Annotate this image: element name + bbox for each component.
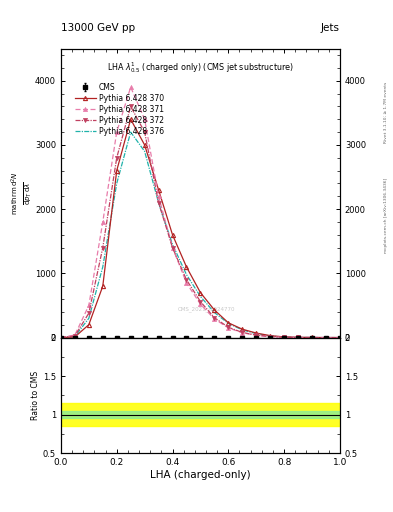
- Pythia 6.428 376: [101, 264, 105, 270]
- Pythia 6.428 376: [86, 315, 91, 322]
- Text: Rivet 3.1.10; ≥ 1.7M events: Rivet 3.1.10; ≥ 1.7M events: [384, 82, 388, 143]
- Pythia 6.428 372: [101, 245, 105, 251]
- Pythia 6.428 376: [296, 334, 300, 340]
- Pythia 6.428 372: [184, 276, 189, 283]
- Pythia 6.428 371: [310, 334, 314, 340]
- Pythia 6.428 371: [338, 334, 342, 340]
- Pythia 6.428 376: [268, 333, 273, 339]
- Pythia 6.428 372: [282, 334, 286, 340]
- Pythia 6.428 371: [170, 245, 175, 251]
- X-axis label: LHA (charged-only): LHA (charged-only): [150, 470, 251, 480]
- Pythia 6.428 370: [184, 264, 189, 270]
- Pythia 6.428 376: [310, 334, 314, 340]
- Pythia 6.428 372: [324, 334, 329, 340]
- Pythia 6.428 376: [324, 334, 329, 340]
- Pythia 6.428 371: [184, 280, 189, 286]
- Text: CMS_2021_I1924770: CMS_2021_I1924770: [177, 306, 235, 311]
- Y-axis label: Ratio to CMS: Ratio to CMS: [31, 371, 40, 420]
- Pythia 6.428 371: [142, 116, 147, 122]
- Pythia 6.428 370: [324, 334, 329, 340]
- Pythia 6.428 371: [73, 332, 77, 338]
- Pythia 6.428 370: [310, 334, 314, 340]
- Pythia 6.428 370: [59, 334, 63, 340]
- Pythia 6.428 370: [268, 333, 273, 339]
- Y-axis label: $\mathrm{mathrm\,d}^2N$
$\overline{\mathrm{d}p_T\,\mathrm{d}\lambda}$: $\mathrm{mathrm\,d}^2N$ $\overline{\math…: [9, 171, 33, 215]
- Pythia 6.428 370: [156, 187, 161, 193]
- Pythia 6.428 371: [254, 332, 259, 338]
- Pythia 6.428 372: [142, 129, 147, 135]
- Text: 13000 GeV pp: 13000 GeV pp: [61, 23, 135, 33]
- Pythia 6.428 372: [73, 333, 77, 339]
- Pythia 6.428 376: [240, 327, 244, 333]
- Pythia 6.428 371: [212, 316, 217, 322]
- Line: Pythia 6.428 371: Pythia 6.428 371: [59, 85, 342, 339]
- Pythia 6.428 372: [212, 314, 217, 321]
- Pythia 6.428 371: [324, 334, 329, 340]
- Pythia 6.428 371: [86, 303, 91, 309]
- Pythia 6.428 376: [73, 333, 77, 339]
- Pythia 6.428 370: [296, 334, 300, 340]
- Pythia 6.428 376: [226, 321, 231, 327]
- Pythia 6.428 376: [338, 334, 342, 340]
- Pythia 6.428 370: [226, 319, 231, 326]
- Pythia 6.428 372: [59, 334, 63, 340]
- Pythia 6.428 376: [142, 148, 147, 155]
- Pythia 6.428 376: [114, 180, 119, 186]
- Pythia 6.428 372: [114, 155, 119, 161]
- Pythia 6.428 372: [128, 103, 133, 110]
- Line: Pythia 6.428 376: Pythia 6.428 376: [61, 132, 340, 337]
- Pythia 6.428 376: [254, 331, 259, 337]
- Pythia 6.428 372: [86, 310, 91, 316]
- Line: Pythia 6.428 372: Pythia 6.428 372: [59, 104, 342, 339]
- Pythia 6.428 370: [212, 307, 217, 313]
- Pythia 6.428 376: [59, 334, 63, 340]
- Pythia 6.428 370: [101, 283, 105, 289]
- Pythia 6.428 372: [156, 200, 161, 206]
- Pythia 6.428 376: [198, 293, 203, 300]
- Pythia 6.428 371: [156, 193, 161, 199]
- Text: LHA $\lambda^{1}_{0.5}$ (charged only) (CMS jet substructure): LHA $\lambda^{1}_{0.5}$ (charged only) (…: [107, 60, 294, 75]
- Line: Pythia 6.428 370: Pythia 6.428 370: [59, 117, 342, 339]
- Pythia 6.428 372: [338, 334, 342, 340]
- Pythia 6.428 372: [226, 324, 231, 330]
- Pythia 6.428 376: [170, 241, 175, 247]
- Pythia 6.428 370: [128, 116, 133, 122]
- Pythia 6.428 372: [254, 332, 259, 338]
- Pythia 6.428 371: [114, 129, 119, 135]
- Pythia 6.428 372: [170, 245, 175, 251]
- Text: Jets: Jets: [321, 23, 340, 33]
- Pythia 6.428 371: [282, 334, 286, 340]
- Pythia 6.428 371: [59, 334, 63, 340]
- Pythia 6.428 371: [198, 301, 203, 307]
- Pythia 6.428 371: [226, 325, 231, 331]
- Pythia 6.428 372: [268, 333, 273, 339]
- Pythia 6.428 371: [268, 334, 273, 340]
- Pythia 6.428 371: [101, 219, 105, 225]
- Pythia 6.428 372: [198, 298, 203, 305]
- Pythia 6.428 370: [73, 334, 77, 340]
- Pythia 6.428 371: [128, 84, 133, 90]
- Pythia 6.428 370: [198, 290, 203, 296]
- Pythia 6.428 372: [296, 334, 300, 340]
- Pythia 6.428 376: [212, 309, 217, 315]
- Pythia 6.428 372: [310, 334, 314, 340]
- Pythia 6.428 370: [240, 326, 244, 332]
- Pythia 6.428 370: [282, 334, 286, 340]
- Pythia 6.428 370: [86, 322, 91, 328]
- Pythia 6.428 370: [170, 232, 175, 238]
- Text: mcplots.cern.ch [arXiv:1306.3436]: mcplots.cern.ch [arXiv:1306.3436]: [384, 178, 388, 252]
- Pythia 6.428 371: [296, 334, 300, 340]
- Pythia 6.428 376: [156, 200, 161, 206]
- Pythia 6.428 376: [282, 334, 286, 340]
- Pythia 6.428 376: [184, 271, 189, 278]
- Pythia 6.428 370: [254, 330, 259, 336]
- Legend: CMS, Pythia 6.428 370, Pythia 6.428 371, Pythia 6.428 372, Pythia 6.428 376: CMS, Pythia 6.428 370, Pythia 6.428 371,…: [73, 81, 166, 137]
- Pythia 6.428 376: [128, 129, 133, 135]
- Pythia 6.428 372: [240, 329, 244, 335]
- Pythia 6.428 370: [338, 334, 342, 340]
- Pythia 6.428 370: [142, 142, 147, 148]
- Pythia 6.428 370: [114, 167, 119, 174]
- Pythia 6.428 371: [240, 330, 244, 336]
